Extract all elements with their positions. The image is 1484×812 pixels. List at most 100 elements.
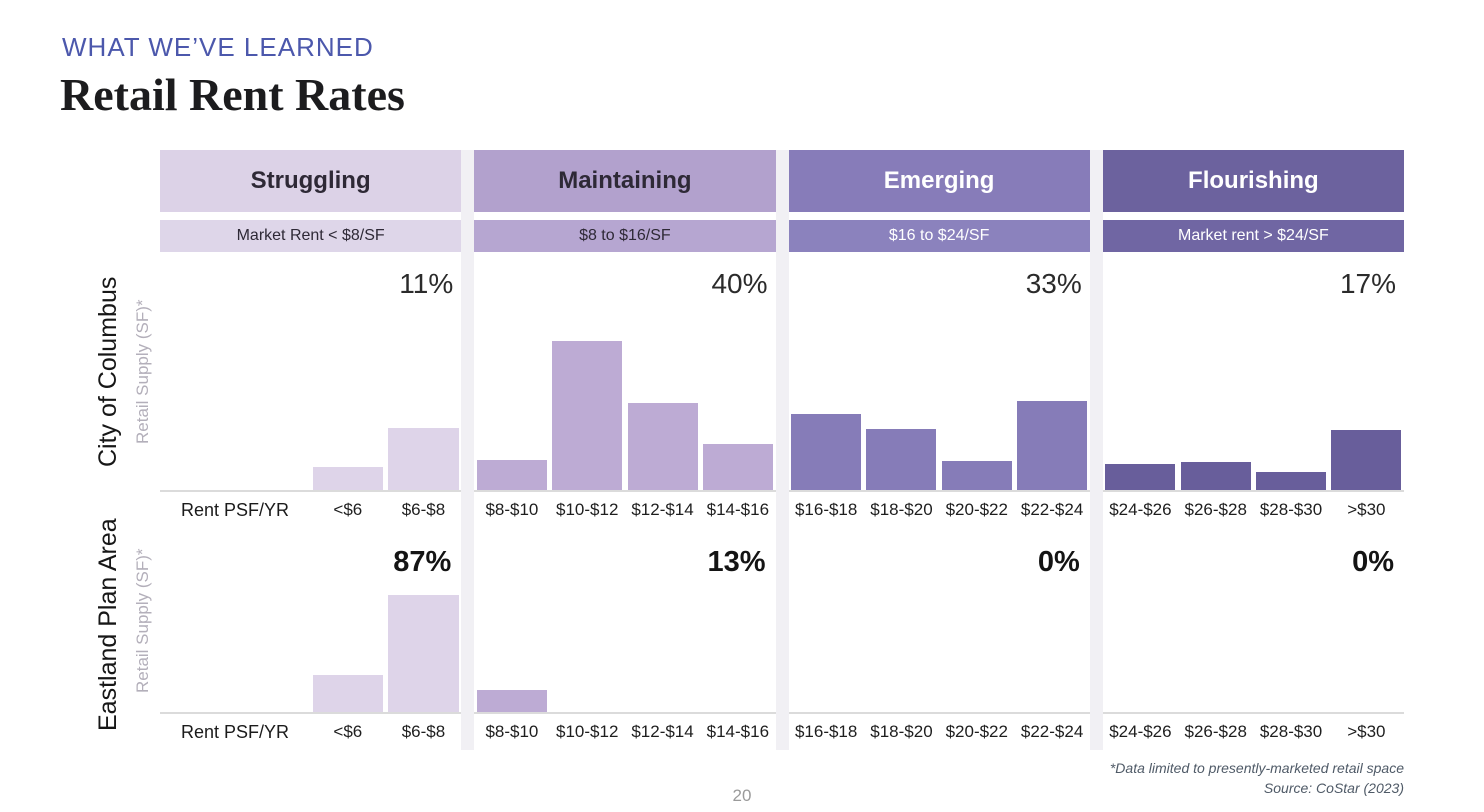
category-header-emerging: Emerging <box>788 150 1090 212</box>
category-range-flourishing: Market rent > $24/SF <box>1102 220 1404 252</box>
axis-bin-label: $22-$24 <box>1020 722 1084 741</box>
axis-bin-label: $26-$28 <box>1184 500 1247 519</box>
bars-city-flourishing <box>1103 430 1404 490</box>
percent-label-city-struggling: 11% <box>399 268 454 299</box>
axis-bin-label: $22-$24 <box>1020 500 1084 519</box>
bar-city-$28-$30 <box>1256 472 1327 490</box>
bar-city-$26-$28 <box>1180 462 1251 490</box>
panel-flourishing: Flourishing Market rent > $24/SF 17% $24-$2… <box>1102 150 1404 750</box>
bar-slot <box>474 460 549 490</box>
bar-slot <box>939 461 1014 490</box>
axis-bin-label: $26-$28 <box>1184 722 1247 741</box>
axis-title: Rent PSF/YR <box>180 721 290 742</box>
bar-slot <box>310 675 386 712</box>
axis-bin-label: $18-$20 <box>870 722 933 741</box>
bars-city-maintaining <box>474 341 775 490</box>
panel-maintaining: Maintaining $8 to $16/SF 40% $8-$10 $10-$12 $… <box>474 150 776 750</box>
bar-slot <box>386 428 462 490</box>
bar-slot <box>1014 401 1089 490</box>
axis-bin-label: $16-$18 <box>794 500 858 519</box>
axis-bin-label: $24-$26 <box>1109 500 1172 519</box>
bar-slot <box>474 690 549 712</box>
bar-eastland-$8-$10 <box>476 690 547 712</box>
bars-eastland-maintaining <box>474 690 775 712</box>
category-range-emerging: $16 to $24/SF <box>788 220 1090 252</box>
eyebrow-label: WHAT WE’VE LEARNED <box>62 32 374 62</box>
footnote: *Data limited to presently-marketed reta… <box>1110 758 1404 799</box>
page-number: 20 <box>732 786 752 805</box>
axis-bin-label: $10-$12 <box>556 500 619 519</box>
category-header-flourishing: Flourishing <box>1102 150 1404 212</box>
axis-row-city-flourishing: $24-$26 $26-$28 $28-$30 >$30 <box>1102 492 1404 528</box>
axis-bin-label: $24-$26 <box>1109 722 1172 741</box>
bar-slot <box>1329 430 1404 490</box>
category-range-struggling: Market Rent < $8/SF <box>160 220 462 252</box>
bar-slot <box>625 403 700 490</box>
percent-label-eastland-maintaining: 13% <box>707 546 766 578</box>
band-gap <box>474 212 776 220</box>
axis-bin-label: $18-$20 <box>870 500 933 519</box>
histogram-city-emerging: 33% <box>788 252 1090 492</box>
axis-row-eastland-struggling: Rent PSF/YR <$6 $6-$8 <box>160 714 462 750</box>
y-axis-label-city: Retail Supply (SF)* <box>133 299 152 445</box>
bar-slot <box>1178 462 1253 490</box>
axis-bin-label: $8-$10 <box>485 500 539 519</box>
bar-eastland-<$6 <box>312 675 383 712</box>
bars-city-emerging <box>789 401 1090 490</box>
axis-bin-label: $14-$16 <box>706 722 770 741</box>
axis-bin-label: $20-$22 <box>945 500 1008 519</box>
bar-city->$30 <box>1331 430 1402 490</box>
percent-label-city-maintaining: 40% <box>711 268 768 299</box>
axis-bin-label: $16-$18 <box>794 722 858 741</box>
bar-city-$6-$8 <box>388 428 459 490</box>
percent-label-eastland-flourishing: 0% <box>1352 546 1394 578</box>
category-header-maintaining: Maintaining <box>474 150 776 212</box>
bar-slot <box>550 341 625 490</box>
row-label-eastland-plan-area: Eastland Plan Area <box>94 518 122 732</box>
bar-city-$8-$10 <box>476 460 547 490</box>
bar-slot <box>386 595 462 712</box>
percent-label-eastland-struggling: 87% <box>393 546 452 578</box>
bar-city-$10-$12 <box>552 341 623 490</box>
bar-eastland-$6-$8 <box>388 595 459 712</box>
bar-city-<$6 <box>312 467 383 490</box>
percent-label-city-flourishing: 17% <box>1339 268 1396 299</box>
axis-bin-label: <$6 <box>333 500 363 519</box>
axis-row-city-maintaining: $8-$10 $10-$12 $12-$14 $14-$16 <box>474 492 776 528</box>
bar-city-$24-$26 <box>1105 464 1176 490</box>
histogram-city-maintaining: 40% <box>474 252 776 492</box>
axis-bin-label: $14-$16 <box>706 500 770 519</box>
bar-slot <box>864 429 939 490</box>
axis-row-eastland-emerging: $16-$18 $18-$20 $20-$22 $22-$24 <box>788 714 1090 750</box>
panel-emerging: Emerging $16 to $24/SF 33% $16-$18 $18-$20 $2… <box>788 150 1090 750</box>
axis-bin-label: $8-$10 <box>485 722 539 741</box>
panel-struggling: Struggling Market Rent < $8/SF 11% Rent PSF… <box>160 150 462 750</box>
axis-row-city-emerging: $16-$18 $18-$20 $20-$22 $22-$24 <box>788 492 1090 528</box>
axis-bin-label: $28-$30 <box>1259 500 1323 519</box>
chart-grid: Struggling Market Rent < $8/SF 11% Rent PSF… <box>160 150 1404 750</box>
axis-bin-label: $28-$30 <box>1259 722 1323 741</box>
band-gap <box>160 212 462 220</box>
histogram-eastland-struggling: 87% <box>160 528 462 714</box>
footnote-line-2: Source: CoStar (2023) <box>1263 780 1404 797</box>
histogram-eastland-flourishing: 0% <box>1102 528 1404 714</box>
percent-label-city-emerging: 33% <box>1025 268 1082 299</box>
histogram-city-flourishing: 17% <box>1102 252 1404 492</box>
bar-city-$22-$24 <box>1017 401 1088 490</box>
bar-slot <box>700 444 775 490</box>
page-title: Retail Rent Rates <box>60 69 405 120</box>
bar-slot <box>1253 472 1328 490</box>
category-header-struggling: Struggling <box>160 150 462 212</box>
y-axis-label-eastland: Retail Supply (SF)* <box>133 548 152 694</box>
histogram-city-struggling: 11% <box>160 252 462 492</box>
bar-slot <box>1103 464 1178 490</box>
axis-bin-label: <$6 <box>333 722 363 741</box>
bar-slot <box>310 467 386 490</box>
bar-city-$12-$14 <box>627 403 698 490</box>
axis-title: Rent PSF/YR <box>180 499 290 520</box>
band-gap <box>1102 212 1404 220</box>
bars-eastland-struggling <box>160 595 461 712</box>
bar-city-$20-$22 <box>941 461 1012 490</box>
band-gap <box>788 212 1090 220</box>
percent-label-eastland-emerging: 0% <box>1037 546 1080 578</box>
